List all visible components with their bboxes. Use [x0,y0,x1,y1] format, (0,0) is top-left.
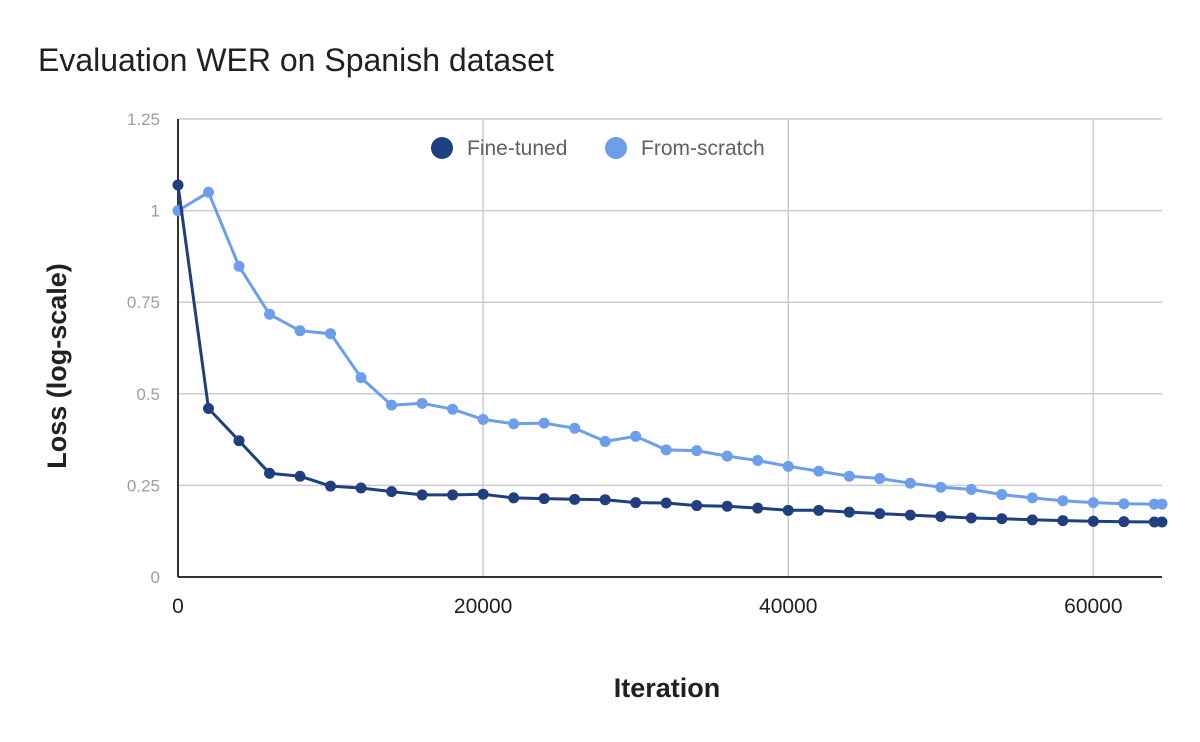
data-point [1148,516,1160,528]
chart-title: Evaluation WER on Spanish dataset [38,42,554,78]
data-point [1118,516,1130,528]
data-point [355,372,367,384]
data-point [813,504,825,516]
data-point [630,430,642,442]
data-point [935,481,947,493]
data-point [874,472,886,484]
data-point [782,504,794,516]
data-point [508,492,520,504]
data-point [325,480,337,492]
x-tick-label: 0 [172,595,184,618]
data-point [1057,495,1069,507]
data-point [1057,515,1069,527]
data-point [660,444,672,456]
y-axis-ticks: 0 0.25 0.5 0.75 1 1.25 [127,110,160,587]
x-tick-label: 60000 [1064,595,1122,618]
series-1 [172,186,1168,510]
data-point [203,402,215,414]
data-point [721,500,733,512]
data-point [752,454,764,466]
data-point [965,483,977,495]
data-point [721,450,733,462]
data-point [355,482,367,494]
y-tick-label: 0.25 [127,476,160,495]
data-point [508,418,520,430]
data-point [416,489,428,501]
legend: Fine-tuned From-scratch [431,137,765,160]
data-point [386,399,398,411]
series-layer [172,179,1168,528]
data-point [874,508,886,520]
data-point [1026,492,1038,504]
y-tick-label: 1 [151,202,160,221]
series-0 [172,179,1168,528]
y-tick-label: 0.5 [136,385,160,404]
data-point [447,403,459,415]
data-point [1118,498,1130,510]
data-point [569,422,581,434]
data-point [233,435,245,447]
data-point [569,493,581,505]
data-point [325,328,337,340]
legend-marker [605,137,627,159]
legend-label: From-scratch [641,137,765,160]
data-point [1156,498,1168,510]
data-point [1156,516,1168,528]
data-point [599,435,611,447]
data-point [843,506,855,518]
data-point [630,497,642,509]
x-tick-label: 40000 [759,595,817,618]
data-point [233,260,245,272]
data-point [782,460,794,472]
data-point [447,489,459,501]
data-point [1026,514,1038,526]
data-point [813,465,825,477]
data-point [752,502,764,514]
data-point [1148,498,1160,510]
data-point [660,497,672,509]
y-axis-title: Loss (log-scale) [42,263,72,469]
data-point [264,308,276,320]
data-point [172,179,184,191]
x-axis-title: Iteration [614,673,721,703]
legend-label: Fine-tuned [467,137,567,160]
data-point [996,513,1008,525]
y-tick-label: 0 [151,568,160,587]
y-tick-label: 1.25 [127,110,160,129]
data-point [691,445,703,457]
legend-marker [431,137,453,159]
y-tick-label: 0.75 [127,293,160,312]
data-point [294,325,306,337]
x-tick-label: 20000 [454,595,512,618]
series-line [177,190,1162,506]
data-point [538,417,550,429]
data-point [538,493,550,505]
data-point [691,500,703,512]
data-point [386,486,398,498]
x-axis-ticks: 0 20000 40000 60000 [172,595,1122,618]
data-point [477,488,489,500]
data-point [904,477,916,489]
axes [177,119,1162,578]
data-point [599,494,611,506]
data-point [904,509,916,521]
data-point [935,511,947,523]
data-point [264,467,276,479]
data-point [965,512,977,524]
data-point [1087,515,1099,527]
data-point [1087,497,1099,509]
series-line [176,184,1162,524]
data-point [477,413,489,425]
data-point [416,397,428,409]
grid [178,118,1162,577]
data-point [843,470,855,482]
data-point [294,470,306,482]
data-point [203,186,215,198]
data-point [996,489,1008,501]
